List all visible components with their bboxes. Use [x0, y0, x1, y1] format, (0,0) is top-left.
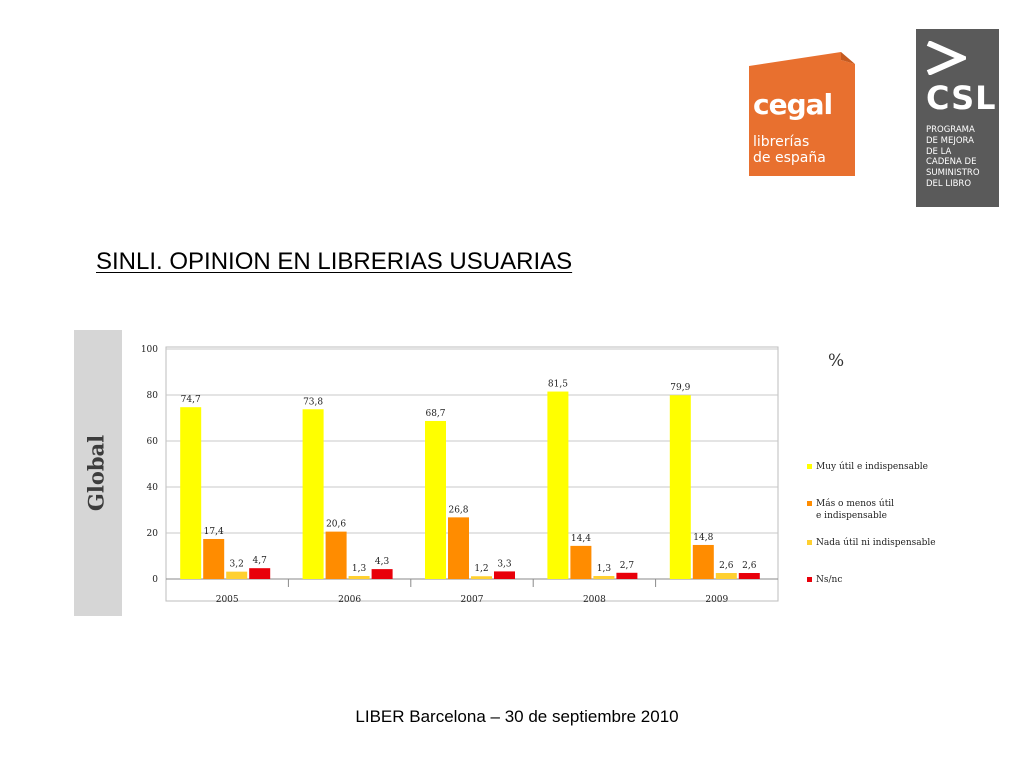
data-label: 2,6 [719, 561, 734, 571]
bar [738, 573, 760, 579]
y-tick-label: 80 [147, 391, 159, 401]
bar [302, 409, 324, 579]
bar [325, 531, 347, 579]
legend-swatch [807, 501, 812, 506]
data-label: 79,9 [670, 383, 690, 393]
bar [203, 538, 225, 579]
csl-logo-line: PROGRAMA [926, 125, 975, 135]
bar [669, 395, 691, 579]
x-tick-label: 2007 [461, 595, 484, 605]
data-label: 14,8 [693, 533, 713, 543]
data-label: 1,3 [597, 564, 612, 574]
x-tick-label: 2008 [583, 595, 606, 605]
cegal-logo-line2: de españa [753, 150, 826, 166]
data-label: 2,6 [742, 561, 757, 571]
data-label: 68,7 [425, 409, 445, 419]
x-tick-label: 2005 [216, 595, 239, 605]
legend-label: Más o menos útil e indispensable [816, 498, 894, 521]
csl-logo-line: CADENA DE [926, 157, 977, 168]
csl-logo-line: DE LA [926, 146, 952, 157]
csl-logo-text: PROGRAMA DE MEJORA DE LA CADENA DE SUMIN… [926, 125, 980, 190]
data-label: 17,4 [204, 527, 224, 537]
data-label: 4,7 [253, 556, 268, 566]
bar [494, 571, 515, 579]
data-label: 1,3 [352, 564, 367, 574]
legend-swatch [807, 540, 812, 545]
bar [180, 407, 202, 579]
bar [593, 576, 615, 579]
bar [371, 569, 393, 579]
legend-swatch [807, 464, 812, 469]
chevron-right-icon [926, 41, 966, 75]
data-label: 26,8 [448, 505, 468, 515]
bar [226, 571, 248, 579]
data-label: 20,6 [326, 520, 346, 530]
y-tick-label: 100 [141, 345, 158, 355]
cegal-logo-word: cegal [753, 88, 833, 121]
bar [425, 420, 446, 579]
bar [715, 573, 737, 579]
cegal-logo: cegal librerías de españa [749, 52, 855, 176]
csl-logo-line: SUMINISTRO [926, 168, 980, 179]
y-tick-label: 40 [147, 483, 159, 493]
legend-label: Ns/nc [816, 575, 842, 585]
bar [249, 568, 271, 579]
x-tick-label: 2009 [705, 595, 728, 605]
bar [570, 545, 592, 579]
slide-title: SINLI. OPINION EN LIBRERIAS USUARIAS [96, 248, 573, 275]
bar [348, 576, 370, 579]
chart: Global 0 20 40 60 80 100 2005 2006 2007 2008 2009 … [74, 330, 954, 625]
legend-swatch [807, 577, 812, 582]
csl-logo-word: CSL [926, 79, 997, 117]
csl-logo: CSL PROGRAMA DE MEJORA DE LA CADENA DE S… [916, 29, 999, 207]
side-label: Global [84, 435, 109, 511]
csl-logo-line: DE MEJORA [926, 135, 974, 146]
cegal-logo-line1: librerías [753, 134, 810, 150]
y-tick-label: 60 [147, 437, 159, 447]
data-label: 1,2 [474, 564, 488, 574]
legend: Muy útil e indispensable Más o menos útil… [807, 461, 936, 585]
data-label: 73,8 [303, 397, 323, 407]
y-tick-label: 0 [152, 575, 158, 585]
unit-label: % [828, 351, 844, 371]
side-label-panel [74, 330, 122, 616]
data-label: 3,2 [230, 560, 244, 570]
bar [692, 544, 714, 579]
bar [448, 517, 469, 579]
data-label: 81,5 [548, 380, 568, 390]
bars [180, 391, 760, 579]
legend-label: Muy útil e indispensable [816, 461, 928, 472]
y-tick-label: 20 [147, 529, 159, 539]
data-label: 74,7 [181, 395, 201, 405]
bar [547, 391, 569, 579]
csl-logo-line: DEL LIBRO [926, 178, 972, 189]
data-label: 3,3 [497, 559, 512, 569]
slide-footer: LIBER Barcelona – 30 de septiembre 2010 [355, 707, 679, 726]
data-label: 14,4 [571, 534, 591, 544]
data-label: 4,3 [375, 557, 390, 567]
bar [616, 572, 638, 579]
data-labels: 74,7 17,4 3,2 4,7 73,8 20,6 1,3 4,3 68,7 26,8 1,2 3… [181, 380, 757, 575]
bar [471, 576, 492, 579]
legend-label: Nada útil ni indispensable [816, 537, 936, 548]
x-tick-label: 2006 [338, 595, 361, 605]
data-label: 2,7 [620, 561, 635, 571]
